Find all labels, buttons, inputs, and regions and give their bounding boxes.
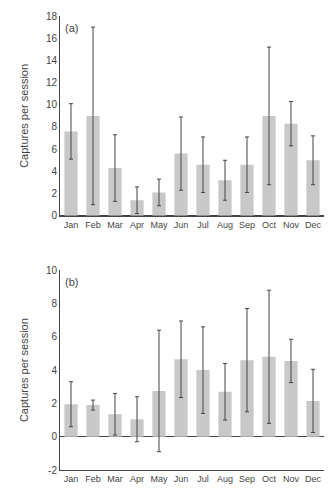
svg-text:6: 6 — [51, 144, 57, 155]
svg-text:Jan: Jan — [64, 220, 79, 230]
svg-text:Sep: Sep — [239, 474, 255, 484]
svg-text:16: 16 — [46, 33, 58, 44]
svg-text:8: 8 — [51, 298, 57, 309]
svg-text:Nov: Nov — [283, 474, 300, 484]
svg-text:2: 2 — [51, 398, 57, 409]
svg-text:0: 0 — [51, 431, 57, 442]
svg-text:May: May — [150, 220, 168, 230]
svg-text:Jul: Jul — [197, 220, 209, 230]
svg-text:-2: -2 — [48, 465, 57, 476]
svg-text:(a): (a) — [65, 22, 78, 34]
svg-text:Oct: Oct — [262, 220, 277, 230]
svg-text:Mar: Mar — [107, 474, 123, 484]
svg-text:Nov: Nov — [283, 220, 300, 230]
svg-text:14: 14 — [46, 55, 58, 66]
svg-text:Aug: Aug — [217, 474, 233, 484]
svg-text:Dec: Dec — [305, 220, 322, 230]
svg-text:Aug: Aug — [217, 220, 233, 230]
svg-text:4: 4 — [51, 365, 57, 376]
svg-text:8: 8 — [51, 121, 57, 132]
svg-text:18: 18 — [46, 11, 58, 22]
svg-text:4: 4 — [51, 166, 57, 177]
svg-text:May: May — [150, 474, 168, 484]
svg-text:Jun: Jun — [174, 220, 189, 230]
svg-text:Apr: Apr — [130, 220, 144, 230]
svg-text:Captures per session: Captures per session — [18, 64, 30, 168]
svg-text:Captures per session: Captures per session — [18, 318, 30, 422]
svg-text:10: 10 — [46, 99, 58, 110]
svg-text:Sep: Sep — [239, 220, 255, 230]
svg-text:10: 10 — [46, 265, 58, 276]
svg-text:0: 0 — [51, 210, 57, 221]
svg-text:(b): (b) — [65, 276, 78, 288]
svg-text:Jun: Jun — [174, 474, 189, 484]
svg-text:6: 6 — [51, 331, 57, 342]
svg-text:12: 12 — [46, 77, 58, 88]
svg-text:Feb: Feb — [85, 474, 101, 484]
svg-text:Jul: Jul — [197, 474, 209, 484]
svg-text:Oct: Oct — [262, 474, 277, 484]
svg-text:Mar: Mar — [107, 220, 123, 230]
svg-text:Dec: Dec — [305, 474, 322, 484]
svg-text:Apr: Apr — [130, 474, 144, 484]
svg-text:Jan: Jan — [64, 474, 79, 484]
svg-text:Feb: Feb — [85, 220, 101, 230]
svg-text:2: 2 — [51, 188, 57, 199]
